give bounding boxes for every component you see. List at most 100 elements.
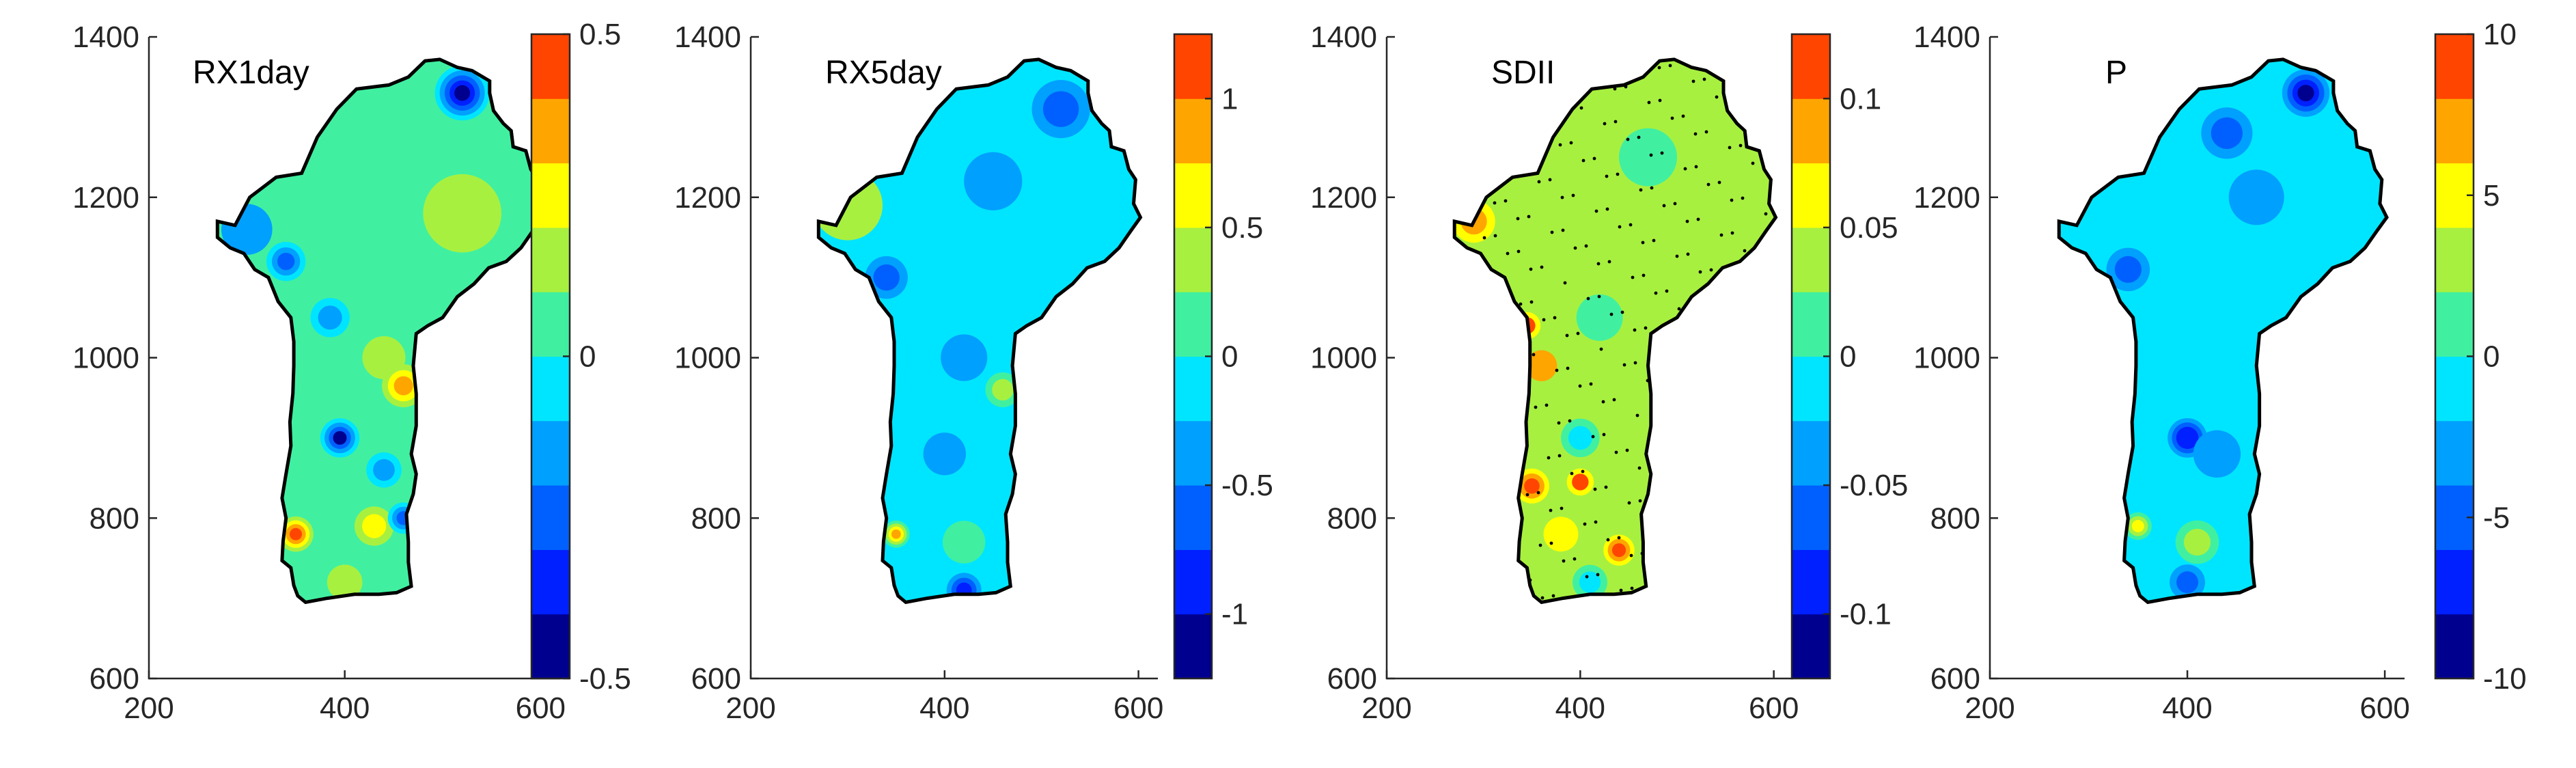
significance-dot — [1392, 226, 1396, 230]
significance-dot — [1779, 316, 1783, 319]
significance-dot — [1560, 506, 1564, 510]
significance-dot — [1669, 394, 1673, 398]
colorbar-tick-label: -0.1 — [1840, 598, 1892, 631]
colorbar-segment — [1792, 227, 1830, 292]
significance-dot — [1540, 265, 1544, 269]
significance-dot — [1778, 594, 1782, 597]
significance-dot — [1654, 603, 1657, 606]
field-blob — [2228, 169, 2284, 225]
significance-dot — [1614, 450, 1618, 454]
significance-dot — [1429, 623, 1432, 627]
significance-dot — [1594, 520, 1598, 524]
significance-dot — [1465, 48, 1469, 51]
significance-dot — [1728, 146, 1732, 150]
significance-dot — [1646, 49, 1649, 52]
field-blob — [1572, 474, 1589, 491]
significance-dot — [1703, 408, 1707, 412]
significance-dot — [1442, 674, 1445, 677]
significance-dot — [1643, 605, 1646, 608]
significance-dot — [1605, 207, 1609, 211]
y-axis: 600 800 1000 1200 1400 — [1913, 20, 1998, 696]
field-blob — [333, 430, 347, 445]
colorbar-tick-label: -0.05 — [1840, 469, 1908, 502]
significance-dot — [1573, 246, 1577, 250]
significance-dot — [1480, 183, 1484, 187]
significance-dot — [1605, 174, 1609, 178]
significance-dot — [1690, 357, 1694, 361]
significance-dot — [1779, 627, 1782, 630]
significance-dot — [1694, 165, 1698, 169]
significance-dot — [1693, 443, 1697, 447]
x-tick-label: 600 — [2359, 691, 2409, 725]
significance-dot — [1724, 371, 1728, 375]
significance-dot — [1387, 88, 1391, 92]
colorbar-tick-label: 0.5 — [1221, 211, 1263, 245]
significance-dot — [1420, 380, 1424, 383]
significance-dot — [1594, 209, 1598, 213]
significance-dot — [1558, 143, 1562, 147]
colorbar-segment — [2435, 614, 2474, 679]
significance-dot — [1706, 493, 1710, 497]
colorbar-segment — [2435, 227, 2474, 292]
significance-dot — [1494, 564, 1498, 568]
significance-dot — [1741, 196, 1745, 200]
significance-dot — [1732, 284, 1736, 288]
significance-dot — [1521, 666, 1524, 670]
significance-dot — [1698, 270, 1702, 274]
y-tick-label: 1200 — [1310, 181, 1377, 215]
significance-dot — [1714, 406, 1718, 410]
significance-dot — [1679, 671, 1682, 674]
significance-dot — [1517, 580, 1521, 584]
colorbar-tick-label: 1 — [1221, 82, 1238, 115]
significance-dot — [1521, 355, 1525, 359]
significance-dot — [1650, 517, 1654, 521]
significance-dot — [1467, 133, 1471, 137]
significance-dot — [1747, 666, 1750, 669]
significance-dot — [1597, 294, 1601, 299]
significance-dot — [1635, 413, 1639, 417]
map-field — [217, 59, 543, 603]
significance-dot — [1516, 249, 1521, 253]
colorbar-segment — [1174, 163, 1212, 228]
significance-dot — [1479, 461, 1483, 465]
significance-dot — [1519, 302, 1523, 306]
significance-dot — [1618, 225, 1622, 229]
significance-dot — [1637, 135, 1641, 139]
significance-dot — [1555, 368, 1559, 372]
y-tick-label: 1000 — [674, 342, 741, 375]
significance-dot — [1400, 139, 1404, 142]
significance-dot — [1545, 403, 1549, 407]
x-tick-label: 600 — [1113, 691, 1163, 725]
significance-dot — [1622, 642, 1625, 645]
significance-dot — [1445, 118, 1448, 121]
significance-dot — [1456, 445, 1460, 450]
significance-dot — [1705, 461, 1709, 465]
significance-dot — [1396, 331, 1400, 335]
significance-dot — [1638, 499, 1642, 503]
y-tick-label: 800 — [691, 502, 741, 535]
significance-dot — [1783, 90, 1786, 94]
significance-dot — [1787, 539, 1790, 543]
significance-dot — [1722, 318, 1726, 323]
significance-dot — [1598, 626, 1602, 629]
colorbar-segment — [1174, 227, 1212, 292]
significance-dot — [1440, 621, 1443, 625]
significance-dot — [1450, 256, 1453, 259]
colorbar: -10 -5 0 5 10 — [2434, 18, 2527, 696]
significance-dot — [1406, 607, 1409, 611]
significance-dot — [1547, 456, 1551, 460]
y-tick-label: 800 — [89, 502, 139, 535]
significance-dot — [1525, 162, 1529, 166]
colorbar-tick-label: -10 — [2483, 662, 2527, 696]
significance-dot — [1607, 260, 1611, 264]
significance-dot — [1686, 252, 1690, 256]
significance-dot — [1576, 331, 1580, 335]
significance-dot — [1417, 294, 1421, 298]
field-blob — [923, 433, 967, 476]
y-tick-label: 1200 — [674, 181, 741, 215]
significance-dot — [1765, 575, 1769, 579]
significance-dot — [1667, 653, 1670, 657]
significance-dot — [1677, 307, 1681, 311]
significance-dot — [1586, 297, 1590, 301]
